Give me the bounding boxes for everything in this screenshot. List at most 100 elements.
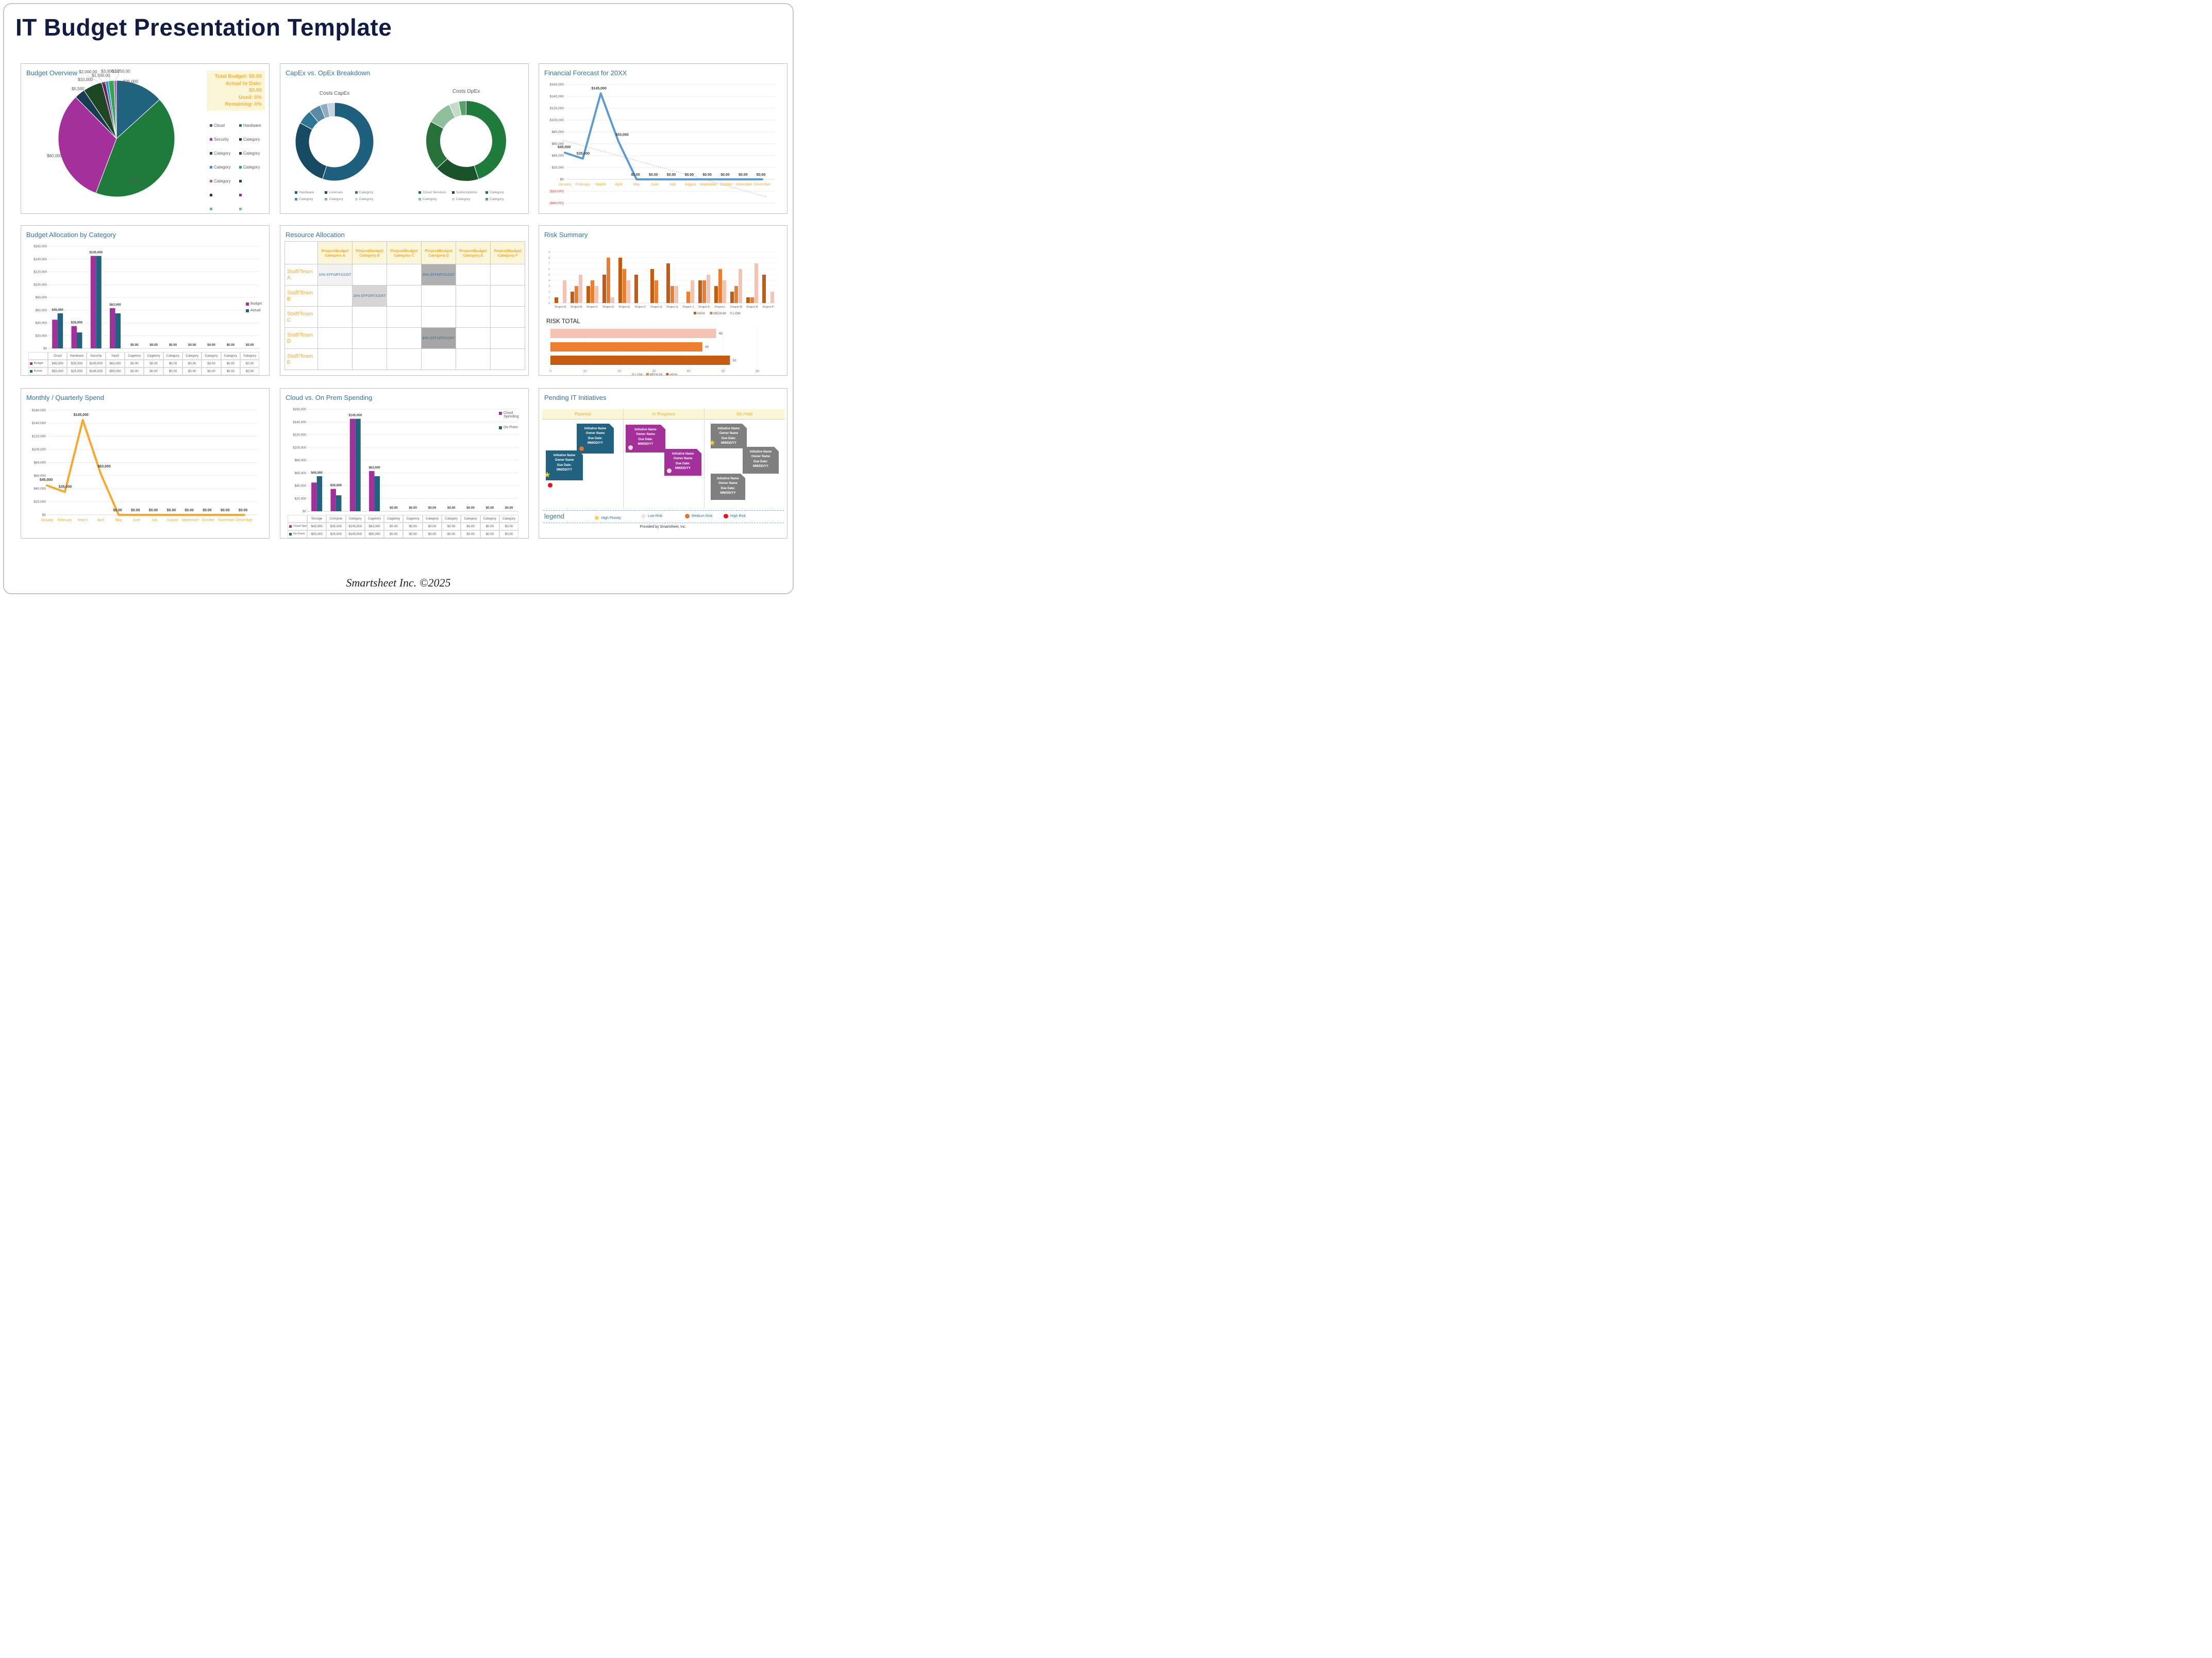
table-cell: $55,000: [48, 367, 68, 375]
table-col-header: Category: [480, 515, 499, 523]
svg-text:HIGH: HIGH: [669, 374, 677, 375]
table-cell: $55,000: [307, 530, 327, 538]
resource-cell[interactable]: [387, 285, 422, 307]
table-cell: $0.00: [480, 530, 499, 538]
resource-cell[interactable]: [352, 348, 387, 370]
resource-cell[interactable]: [421, 285, 456, 307]
resource-cell[interactable]: [456, 348, 491, 370]
card-line: Owner Name: [555, 459, 574, 462]
bar-Actual-SaaS: [115, 313, 121, 348]
panel-monthly-spend[interactable]: Monthly / Quarterly Spend $160,000 $140,0…: [21, 388, 270, 539]
resource-cell[interactable]: [352, 327, 387, 349]
svg-text:$35,000: $35,000: [59, 485, 72, 489]
resource-cell[interactable]: 10% EFFORT/COST: [317, 264, 353, 286]
svg-text:$140,000: $140,000: [293, 421, 306, 424]
legend-item: Category: [452, 196, 485, 203]
svg-text:October: October: [202, 518, 215, 522]
resource-cell[interactable]: [317, 285, 353, 307]
resource-cell[interactable]: [490, 348, 525, 370]
table-row-name: On Prem: [293, 532, 305, 535]
initiative-card[interactable]: Initiative Name Owner Name Due Date: MM/DD/…: [664, 449, 701, 476]
resource-cell[interactable]: [421, 306, 456, 328]
resource-cell[interactable]: [490, 264, 525, 286]
panel-resource-allocation[interactable]: Resource Allocation Project/Budget Categ…: [280, 225, 529, 376]
resource-cell[interactable]: [456, 285, 491, 307]
svg-text:$145,000: $145,000: [348, 414, 362, 417]
svg-text:$35,000: $35,000: [577, 152, 590, 156]
resource-cell[interactable]: [387, 327, 422, 349]
table-cell: $0.00: [125, 360, 144, 367]
svg-text:9: 9: [548, 251, 550, 254]
initiative-card[interactable]: Initiative Name Owner Name Due Date: MM/DD/…: [743, 447, 779, 474]
panel-budget-allocation[interactable]: Budget Allocation by Category $160,000 $1…: [21, 225, 270, 376]
legend-item-label: Category: [243, 137, 260, 142]
hbar-MEDIUM: [550, 342, 702, 351]
resource-cell[interactable]: [352, 264, 387, 286]
svg-text:$20,000: $20,000: [295, 497, 307, 500]
resource-cell[interactable]: [456, 327, 491, 349]
resource-cell[interactable]: [490, 285, 525, 307]
resource-cell[interactable]: [421, 348, 456, 370]
svg-text:June: June: [650, 183, 658, 187]
bar-HIGH-Project K: [698, 280, 702, 303]
panel-risk-summary[interactable]: Risk Summary 0 1 2 3 4 5 6 7 8 9 Project A Project …: [539, 225, 787, 376]
bar-LOW-Project C: [595, 286, 598, 303]
legend-item-label: Licenses: [329, 191, 343, 194]
resource-cell[interactable]: [317, 306, 353, 328]
svg-text:$63,000: $63,000: [109, 303, 121, 307]
legend-item: Actual: [246, 309, 273, 312]
panel-initiatives[interactable]: Pending IT Initiatives Planned In Progres…: [539, 388, 787, 539]
panel-title: Financial Forecast for 20XX: [544, 69, 627, 77]
svg-text:60: 60: [756, 370, 760, 373]
table-col-header: Category: [163, 352, 183, 360]
svg-text:1: 1: [548, 296, 550, 299]
table-col-header: Category: [499, 515, 519, 523]
resource-cell[interactable]: 20% EFFORT/COST: [352, 285, 387, 307]
legend-item-label: Medium Risk: [692, 514, 713, 518]
panel-budget-overview[interactable]: Budget Overview $25,000 $80,000 $60,000 $5,…: [21, 63, 270, 214]
legend-item-label: Category: [456, 197, 471, 201]
resource-cell[interactable]: [387, 306, 422, 328]
legend-item-label: Category: [423, 197, 437, 201]
resource-cell[interactable]: 30% EFFORT/COST: [421, 264, 456, 286]
svg-text:$0.00: $0.00: [505, 506, 513, 510]
table-cell: $0.00: [125, 367, 144, 375]
initiative-card[interactable]: Initiative Name Owner Name Due Date: MM/DD/…: [546, 450, 583, 480]
card-line: Initiative Name: [634, 428, 657, 431]
resource-cell[interactable]: [387, 348, 422, 370]
resource-cell[interactable]: 80% EFFORT/COST: [421, 327, 456, 349]
resource-cell[interactable]: [317, 348, 353, 370]
resource-cell[interactable]: [490, 306, 525, 328]
resource-cell[interactable]: [456, 264, 491, 286]
bar-HIGH-Project E: [618, 258, 622, 303]
resource-cell[interactable]: [456, 306, 491, 328]
budget-overview-legend: Cloud Hardware Security Category Category Cat…: [210, 119, 269, 216]
table-cell: $0.00: [384, 530, 404, 538]
panel-title: Monthly / Quarterly Spend: [26, 394, 105, 401]
legend-swatch: [239, 152, 242, 155]
resource-cell[interactable]: [387, 264, 422, 286]
initiative-card[interactable]: Initiative Name Owner Name Due Date: MM/DD/…: [626, 425, 665, 453]
svg-text:Project N: Project N: [746, 306, 758, 309]
resource-cell[interactable]: [317, 327, 353, 349]
panel-capex-opex[interactable]: CapEx vs. OpEx Breakdown Costs CapEx Cos…: [280, 63, 529, 214]
svg-text:$0.00: $0.00: [390, 506, 398, 510]
cloud-onprem-table: Storage Compute Category Cagetory Cagetory Ca…: [288, 515, 519, 538]
initiative-card[interactable]: Initiative Name Owner Name Due Date: MM/DD/…: [711, 474, 745, 500]
opex-donut-chart: [426, 100, 507, 181]
panel-cloud-onprem[interactable]: Cloud vs. On Prem Spending $160,000 $140,…: [280, 388, 529, 539]
panel-financial-forecast[interactable]: Financial Forecast for 20XX $160,000 $140…: [539, 63, 787, 214]
svg-text:$45,000: $45,000: [311, 471, 323, 475]
bar-LOW-Project E: [627, 280, 630, 303]
table-cell: $0.00: [202, 367, 221, 375]
resource-cell[interactable]: [352, 306, 387, 328]
initiative-card[interactable]: Initiative Name Owner Name Due Date: MM/DD/…: [711, 424, 747, 448]
table-col-header: Category: [182, 352, 202, 360]
svg-text:0: 0: [549, 370, 551, 373]
bar-HIGH-Project C: [586, 286, 590, 303]
svg-text:$0.00: $0.00: [221, 509, 230, 512]
initiative-card[interactable]: Initiative Name Owner Name Due Date: MM/DD/…: [577, 424, 614, 454]
risk-dot-icon: [685, 514, 690, 518]
resource-cell[interactable]: [490, 327, 525, 349]
table-cell: $0.00: [182, 367, 202, 375]
